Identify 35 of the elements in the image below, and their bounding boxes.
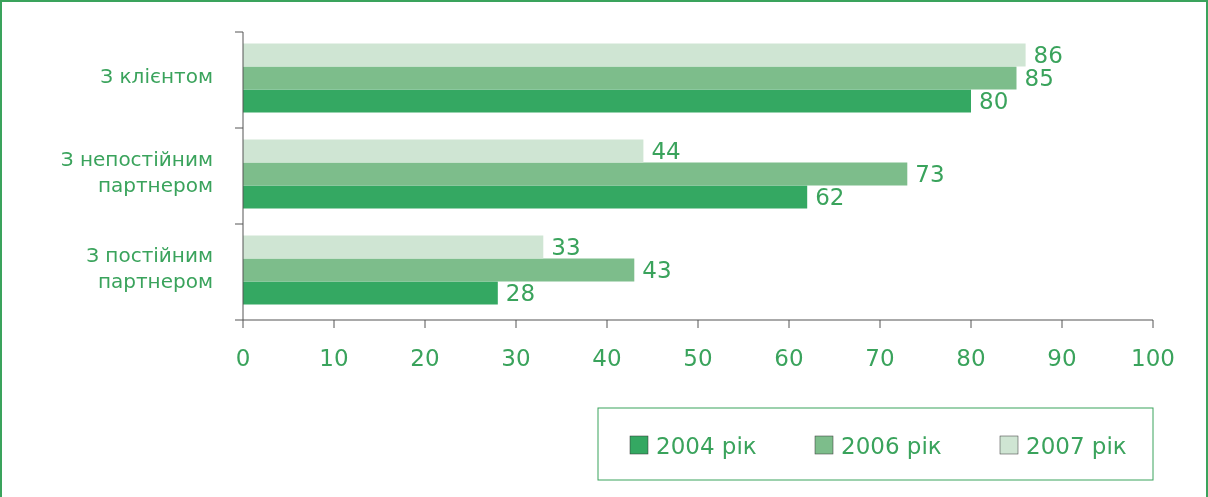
x-tick-label: 40: [592, 345, 622, 371]
x-tick-label: 30: [501, 345, 531, 371]
y-tick-label: З клієнтом: [100, 64, 213, 88]
y-tick-label: З непостійним партнером: [60, 147, 213, 197]
data-label: 43: [642, 257, 672, 283]
legend-label: 2004 рік: [656, 433, 757, 459]
bar: [243, 139, 644, 163]
bar: [243, 258, 635, 282]
x-tick-label: 60: [774, 345, 804, 371]
data-label: 62: [815, 184, 845, 210]
data-label: 28: [505, 280, 536, 306]
bar: [243, 66, 1017, 90]
x-tick-label: 100: [1131, 345, 1175, 371]
data-label: 80: [979, 88, 1009, 114]
x-tick-label: 70: [865, 345, 895, 371]
x-tick-label: 0: [235, 345, 251, 371]
bar: [243, 162, 908, 186]
x-tick-label: 80: [956, 345, 986, 371]
bar: [243, 281, 498, 305]
legend-label: 2007 рік: [1026, 433, 1127, 459]
data-label: 86: [1033, 42, 1063, 68]
x-tick-label: 90: [1047, 345, 1077, 371]
x-tick-label: 20: [410, 345, 440, 371]
data-label: 85: [1024, 65, 1054, 91]
data-label: 44: [651, 138, 681, 164]
bar: [243, 185, 808, 209]
x-tick-label: 50: [683, 345, 713, 371]
bar: [243, 235, 544, 259]
bar: [243, 43, 1026, 67]
legend-label: 2006 рік: [841, 433, 942, 459]
y-tick-label: З постійним партнером: [86, 243, 213, 293]
data-label: 33: [551, 234, 581, 260]
bar: [243, 89, 971, 113]
data-label: 73: [915, 161, 945, 187]
x-tick-label: 10: [319, 345, 349, 371]
